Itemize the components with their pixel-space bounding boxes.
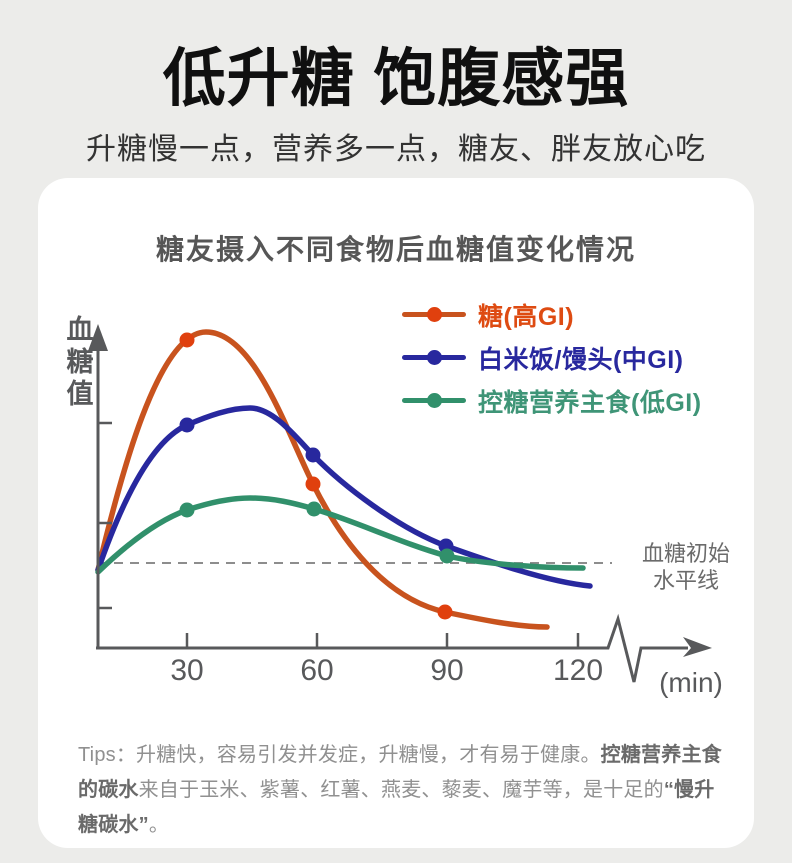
legend-marker-low-gi — [402, 386, 466, 415]
glucose-line-chart: 30 60 90 120 (min) — [88, 324, 723, 698]
legend-label-low-gi: 控糖营养主食(低GI) — [478, 388, 702, 417]
legend-dot-icon — [427, 393, 442, 408]
curve-high-gi — [95, 329, 550, 630]
legend: 糖(高GI) 白米饭/馒头(中GI) 控糖营养主食(低GI) — [402, 300, 702, 417]
mid-gi-dot-60min — [305, 447, 321, 463]
x-tick-label-120: 120 — [553, 654, 603, 687]
chart-card: 糖友摄入不同食物后血糖值变化情况 30 60 90 — [38, 178, 754, 848]
high-gi-dot-30min — [179, 332, 195, 348]
high-gi-dot-60min — [305, 476, 321, 492]
x-axis-unit-label: (min) — [659, 667, 723, 698]
legend-label-high-gi: 糖(高GI) — [478, 302, 575, 331]
baseline-label: 血糖初始 水平线 — [630, 540, 742, 594]
x-tick-label-60: 60 — [300, 654, 333, 687]
legend-item-mid-gi: 白米饭/馒头(中GI) — [402, 343, 702, 374]
tips-segment-bold: 控糖营养主食的碳水 — [78, 744, 722, 801]
low-gi-dot-30min — [179, 502, 195, 518]
baseline-label-line1: 血糖初始 — [641, 541, 730, 566]
mid-gi-dot-30min — [179, 417, 195, 433]
legend-dot-icon — [427, 307, 442, 322]
legend-item-high-gi: 糖(高GI) — [402, 300, 702, 331]
legend-marker-mid-gi — [402, 343, 466, 372]
tips-segment: Tips：升糖快，容易引发并发症，升糖慢，才有易于健康。 — [78, 744, 601, 766]
curve-mid-gi — [95, 405, 593, 589]
legend-label-mid-gi: 白米饭/馒头(中GI) — [478, 345, 684, 374]
chart-title: 糖友摄入不同食物后血糖值变化情况 — [155, 234, 636, 265]
low-gi-dot-60min — [306, 501, 322, 517]
low-gi-dot-90min — [439, 548, 455, 564]
page-subtitle: 升糖慢一点，营养多一点，糖友、胖友放心吃 — [86, 133, 706, 166]
tips-segment: 来自于玉米、紫薯、红薯、燕麦、藜麦、魔芋等，是十足的 — [138, 779, 664, 801]
tips-segment: 。 — [148, 814, 170, 836]
high-gi-dot-90min — [437, 604, 453, 620]
tips-text: Tips：升糖快，容易引发并发症，升糖慢，才有易于健康。控糖营养主食的碳水来自于… — [78, 738, 734, 843]
x-tick-label-30: 30 — [170, 654, 203, 687]
legend-dot-icon — [427, 350, 442, 365]
legend-item-low-gi: 控糖营养主食(低GI) — [402, 386, 702, 417]
baseline-label-line2: 水平线 — [652, 568, 719, 593]
x-axis-arrow-icon — [683, 637, 712, 657]
x-axis — [96, 613, 688, 683]
y-axis-label: 血糖值 — [66, 315, 94, 409]
curve-low-gi — [95, 495, 586, 575]
y-axis-arrow-icon — [88, 324, 108, 351]
x-tick-label-90: 90 — [430, 654, 463, 687]
tips-segment-bold: “慢升糖碳水” — [78, 779, 715, 836]
page-title: 低升糖 饱腹感强 — [162, 44, 630, 114]
legend-marker-high-gi — [402, 300, 466, 329]
